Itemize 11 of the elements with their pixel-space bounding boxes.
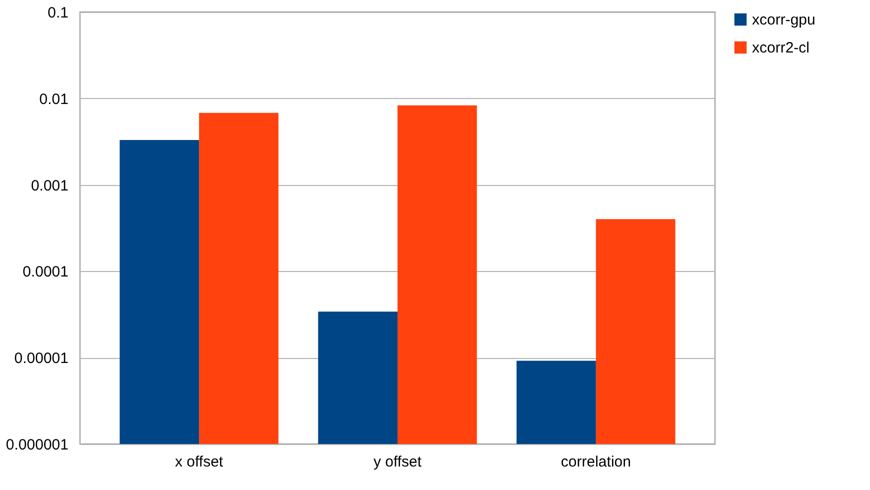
x-tick-label: y offset <box>373 454 422 470</box>
y-tick-label: 0.000001 <box>6 436 68 454</box>
legend-label: xcorr2-cl <box>752 40 810 56</box>
y-tick-label: 0.00001 <box>14 350 68 368</box>
x-tick-label: correlation <box>560 454 631 470</box>
y-tick-label: 0.01 <box>39 90 68 108</box>
x-tick-label: x offset <box>175 454 224 470</box>
y-tick-label: 0.1 <box>48 4 68 22</box>
legend-label: xcorr-gpu <box>752 12 816 28</box>
y-tick-label: 0.0001 <box>22 264 68 281</box>
y-tick-label: 0.001 <box>30 177 68 194</box>
